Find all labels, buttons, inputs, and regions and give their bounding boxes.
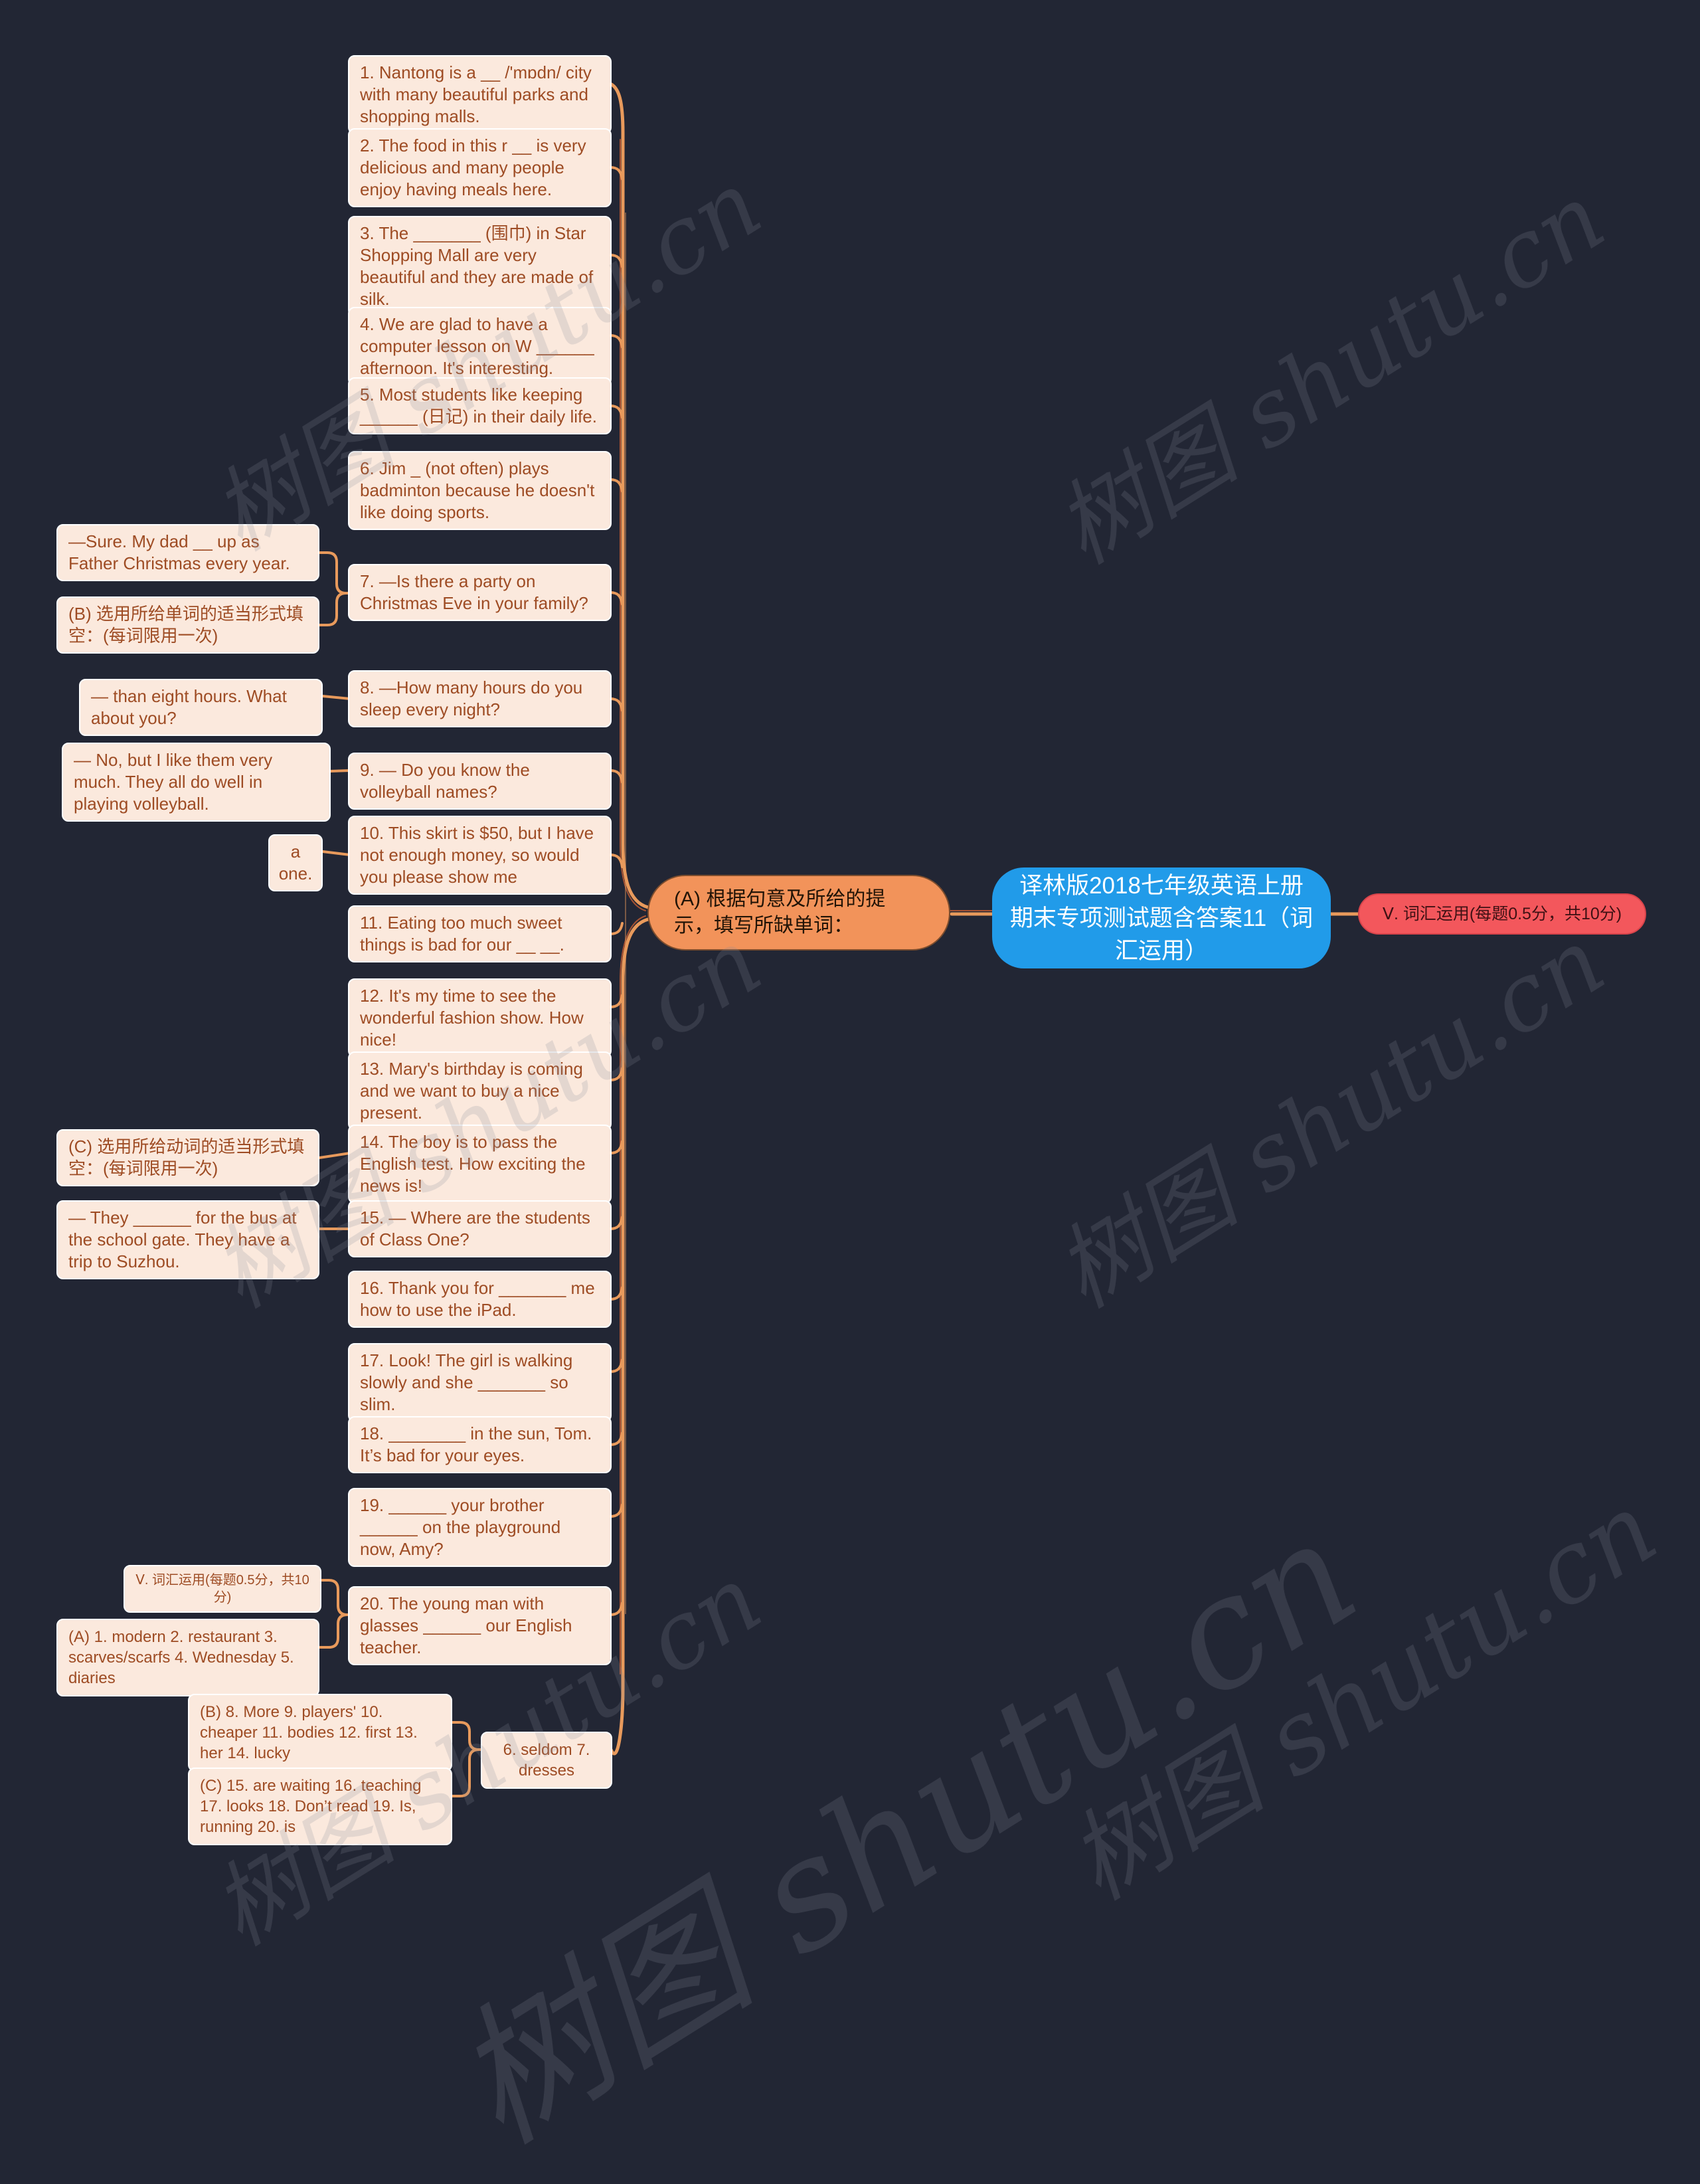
question-node-12[interactable]: 12. It's my time to see the wonderful fa… <box>348 978 612 1057</box>
question-node-19[interactable]: 19. ______ your brother ______ on the pl… <box>348 1488 612 1567</box>
central-topic[interactable]: 译林版2018七年级英语上册期末专项测试题含答案11（词汇运用） <box>992 867 1331 968</box>
question-node-7[interactable]: 7. —Is there a party on Christmas Eve in… <box>348 564 612 621</box>
question-node-3[interactable]: 3. The _______ (围巾) in Star Shopping Mal… <box>348 216 612 317</box>
note-sure-dad[interactable]: —Sure. My dad __ up as Father Christmas … <box>56 524 319 581</box>
question-node-1[interactable]: 1. Nantong is a __ /'mɒdn/ city with man… <box>348 55 612 134</box>
answers-b[interactable]: (B) 8. More 9. players' 10. cheaper 11. … <box>188 1694 452 1772</box>
question-node-8[interactable]: 8. —How many hours do you sleep every ni… <box>348 670 612 727</box>
question-node-15[interactable]: 15. — Where are the students of Class On… <box>348 1200 612 1257</box>
branch-score[interactable]: Ⅴ. 词汇运用(每题0.5分，共10分) <box>1358 893 1646 935</box>
question-node-4[interactable]: 4. We are glad to have a computer lesson… <box>348 307 612 386</box>
question-node-2[interactable]: 2. The food in this r __ is very delicio… <box>348 128 612 207</box>
note-a-one[interactable]: a one. <box>268 834 323 891</box>
note-they-wait[interactable]: — They ______ for the bus at the school … <box>56 1200 319 1279</box>
note-than-eight[interactable]: — than eight hours. What about you? <box>79 679 323 736</box>
question-node-11[interactable]: 11. Eating too much sweet things is bad … <box>348 905 612 962</box>
answers-a[interactable]: (A) 1. modern 2. restaurant 3. scarves/s… <box>56 1619 319 1696</box>
note-section-b[interactable]: (B) 选用所给单词的适当形式填空：(每词限用一次) <box>56 596 319 654</box>
question-node-13[interactable]: 13. Mary's birthday is coming and we wan… <box>348 1051 612 1131</box>
question-node-5[interactable]: 5. Most students like keeping ______ (日记… <box>348 377 612 434</box>
answers-c[interactable]: (C) 15. are waiting 16. teaching 17. loo… <box>188 1768 452 1845</box>
answers-seldom[interactable]: 6. seldom 7. dresses <box>481 1732 612 1789</box>
note-no-but[interactable]: — No, but I like them very much. They al… <box>62 743 331 822</box>
question-node-10[interactable]: 10. This skirt is $50, but I have not en… <box>348 816 612 895</box>
question-node-16[interactable]: 16. Thank you for _______ me how to use … <box>348 1271 612 1328</box>
connector-lines <box>318 82 1361 1797</box>
question-node-14[interactable]: 14. The boy is to pass the English test.… <box>348 1125 612 1204</box>
branch-section-a[interactable]: (A) 根据句意及所给的提示，填写所缺单词： <box>647 875 950 951</box>
question-node-6[interactable]: 6. Jim _ (not often) plays badminton bec… <box>348 451 612 530</box>
note-section-c[interactable]: (C) 选用所给动词的适当形式填空：(每词限用一次) <box>56 1129 319 1186</box>
question-node-18[interactable]: 18. ________ in the sun, Tom. It’s bad f… <box>348 1416 612 1473</box>
question-node-9[interactable]: 9. — Do you know the volleyball names? <box>348 753 612 810</box>
question-node-17[interactable]: 17. Look! The girl is walking slowly and… <box>348 1343 612 1422</box>
note-score-small[interactable]: Ⅴ. 词汇运用(每题0.5分，共10分) <box>124 1565 321 1613</box>
question-node-20[interactable]: 20. The young man with glasses ______ ou… <box>348 1586 612 1665</box>
